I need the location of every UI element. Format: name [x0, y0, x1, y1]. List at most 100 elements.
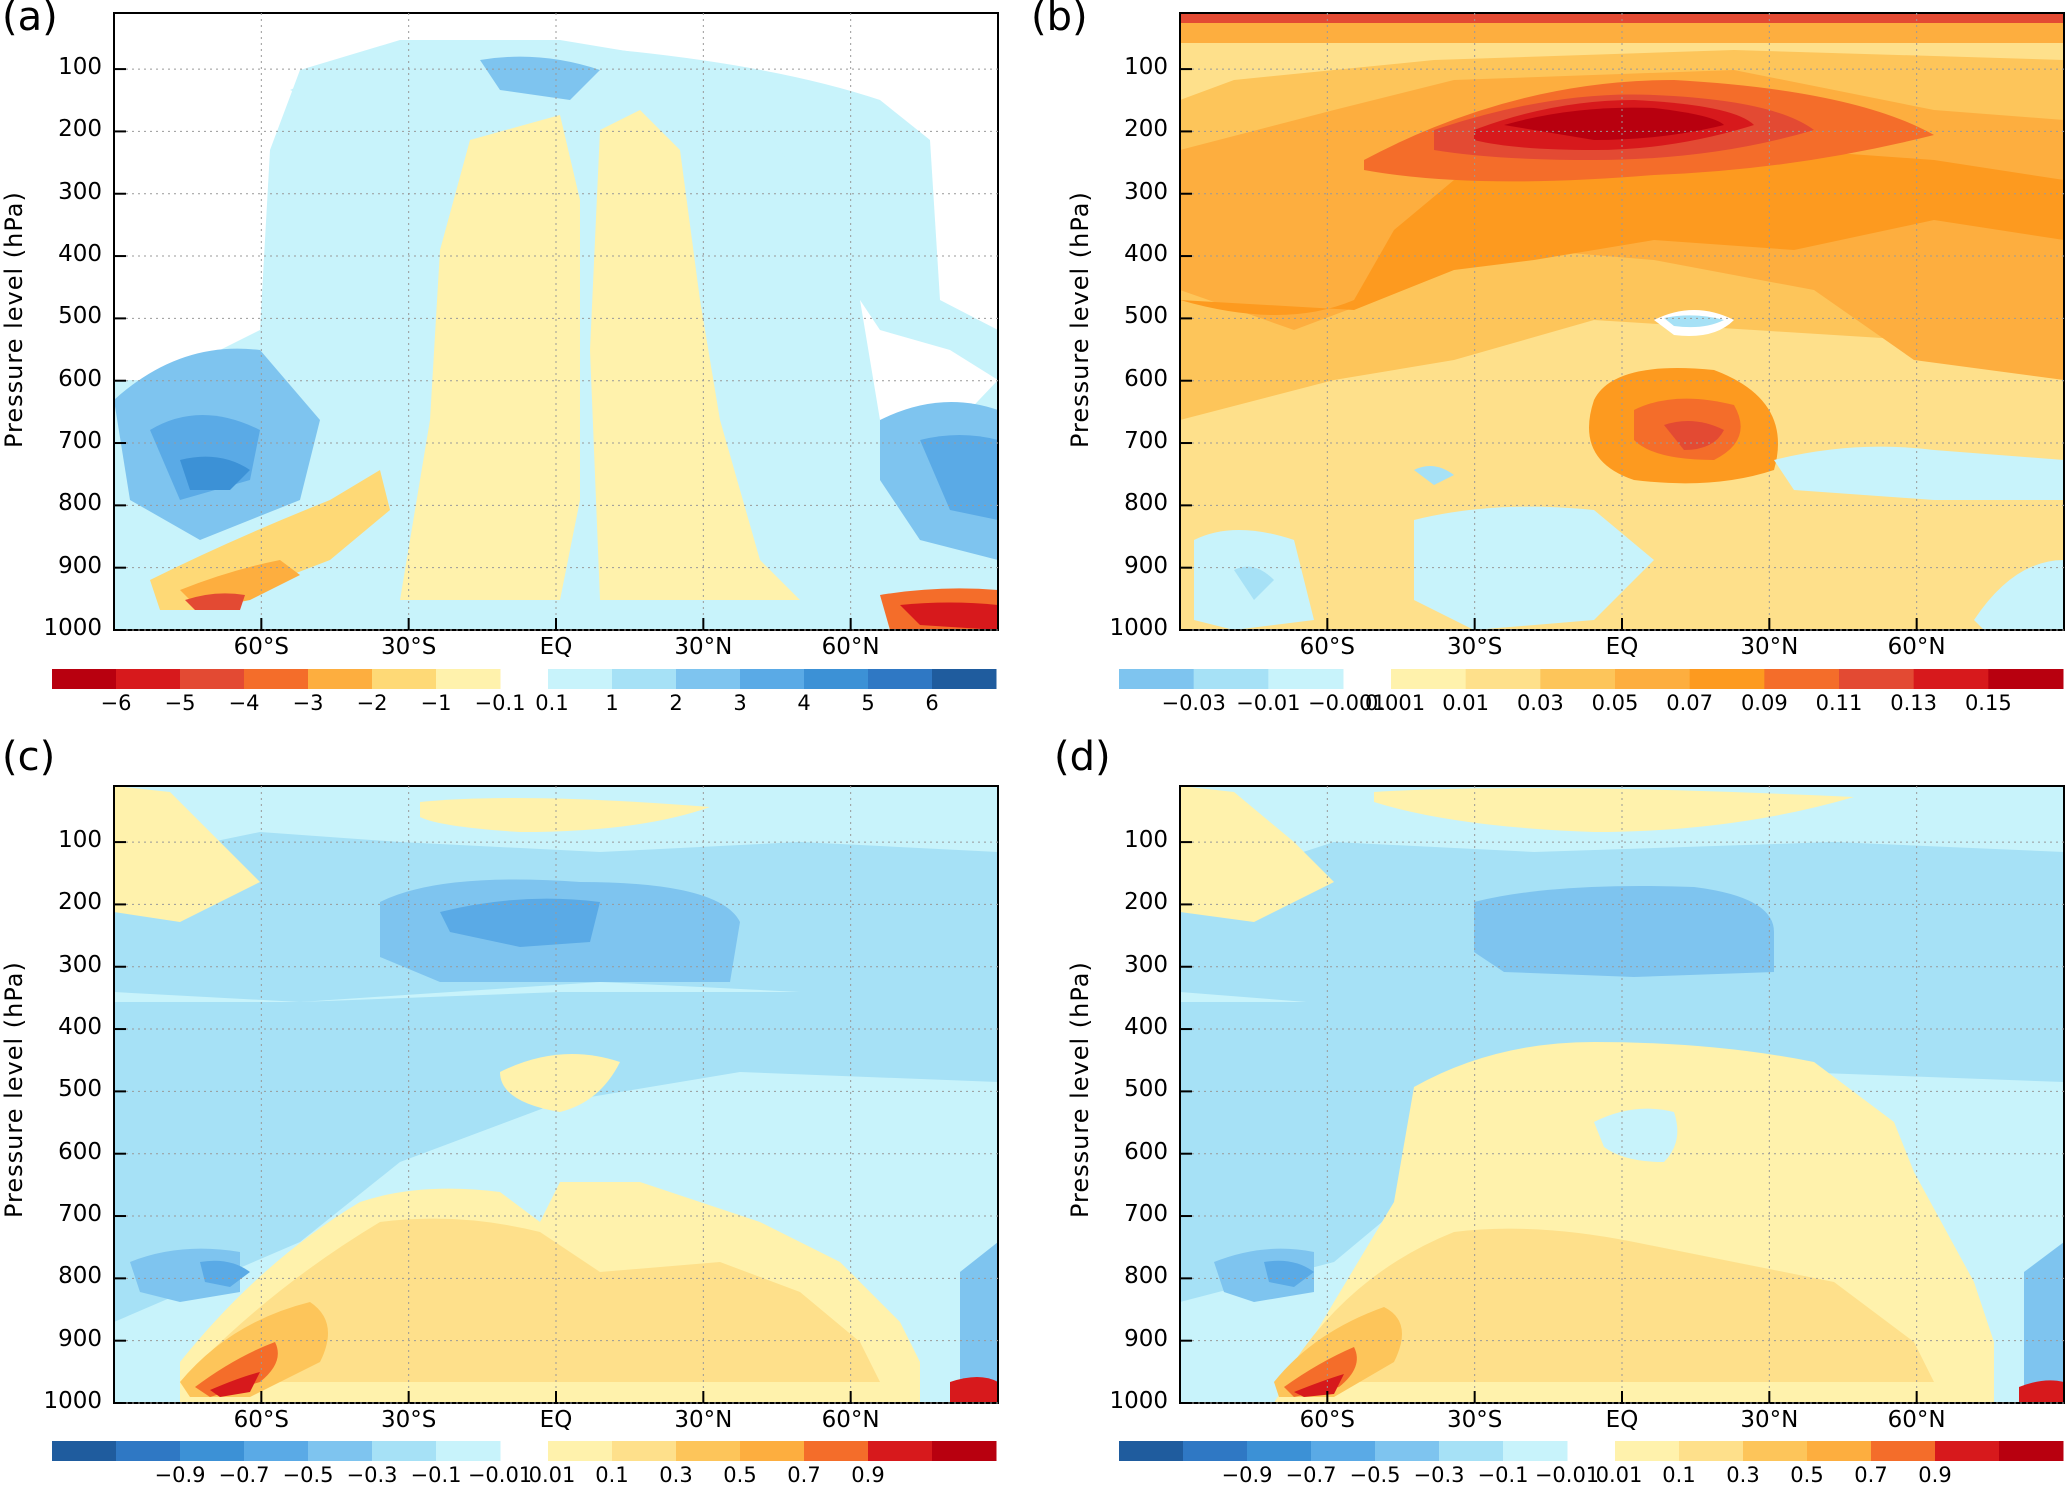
colorbar-label: 0.9	[1918, 1463, 1952, 1487]
colorbar-swatch	[1839, 669, 1915, 689]
colorbar-label: 4	[797, 691, 811, 715]
colorbar-swatch	[1615, 669, 1691, 689]
colorbar-swatch	[244, 1441, 309, 1461]
colorbar-label: 3	[733, 691, 747, 715]
y-tick-label: 500	[1124, 1076, 1168, 1103]
colorbar-swatch	[1503, 1441, 1568, 1461]
colorbar-swatch	[180, 1441, 245, 1461]
contour-plot	[52, 785, 999, 1461]
colorbar-swatch	[1679, 1441, 1744, 1461]
colorbar-label: 0.07	[1666, 691, 1714, 715]
colorbar-swatch	[1689, 669, 1765, 689]
colorbar-swatch	[804, 669, 869, 689]
colorbar-label: −1	[420, 691, 452, 715]
colorbar-label: −0.7	[218, 1463, 270, 1487]
y-tick-label: 600	[1124, 365, 1168, 392]
panel-a: (a) Pressure level (hPa) 100 200 300 400 500…	[0, 0, 1033, 741]
colorbar-swatch	[372, 669, 437, 689]
x-tick-label: 60°N	[821, 1407, 880, 1433]
colorbar-swatch	[436, 1441, 501, 1461]
y-tick-label: 400	[1124, 1014, 1168, 1041]
x-tick-label: 30°S	[380, 634, 437, 660]
colorbar-label: 0.01	[1442, 691, 1490, 715]
colorbar-label: −0.03	[1161, 691, 1226, 715]
colorbar-swatch	[548, 1441, 613, 1461]
colorbar-swatch	[1375, 1441, 1440, 1461]
panel-d: (d) Pressure level (hPa) 100 200 300 400 500…	[1034, 734, 2067, 1487]
colorbar-label: −0.5	[282, 1463, 334, 1487]
y-tick-label: 400	[1124, 241, 1168, 268]
contour-plot	[1119, 12, 2065, 689]
colorbar-label: 2	[669, 691, 683, 715]
colorbar-label: −6	[100, 691, 132, 715]
colorbar-label: −0.1	[410, 1463, 462, 1487]
y-tick-label: 1000	[43, 615, 102, 641]
colorbar-swatch	[1311, 1441, 1376, 1461]
grid	[1180, 13, 2064, 631]
colorbar-swatch	[116, 669, 181, 689]
x-tick-label: 60°N	[1887, 1407, 1946, 1433]
colorbar-label: −3	[292, 691, 324, 715]
colorbar-swatch	[1119, 669, 1195, 689]
colorbar-swatch	[372, 1441, 437, 1461]
y-tick-label: 1000	[43, 1388, 102, 1414]
colorbar-swatch	[612, 1441, 677, 1461]
colorbar-label: −0.3	[1413, 1463, 1465, 1487]
colorbar-swatch	[436, 669, 501, 689]
colorbar-label: −2	[356, 691, 388, 715]
colorbar-swatch	[740, 1441, 805, 1461]
colorbar-label: 0.7	[1854, 1463, 1888, 1487]
colorbar-label: 0.7	[787, 1463, 821, 1487]
colorbar	[1119, 669, 2064, 689]
colorbar-label: −0.1	[1477, 1463, 1529, 1487]
colorbar-label: 1	[605, 691, 619, 715]
colorbar-swatch	[1988, 669, 2064, 689]
x-tick-label: 30°N	[674, 1407, 733, 1433]
y-tick-label: 700	[1124, 1201, 1168, 1228]
colorbar-swatch	[1391, 669, 1467, 689]
colorbar-swatch	[1935, 1441, 2000, 1461]
colorbar-swatch	[116, 1441, 181, 1461]
y-tick-label: 500	[58, 303, 102, 330]
y-tick-label: 300	[58, 951, 102, 978]
colorbar-label: −0.5	[1349, 1463, 1401, 1487]
x-tick-label: 30°N	[674, 634, 733, 660]
colorbar-swatch	[1999, 1441, 2064, 1461]
colorbar-swatch	[804, 1441, 869, 1461]
x-tick-label: 30°N	[1740, 1407, 1799, 1433]
y-tick-label: 600	[58, 365, 102, 392]
x-tick-label: 60°S	[1299, 634, 1356, 660]
panel-label: (d)	[1054, 734, 1111, 780]
contour-plot	[1119, 785, 2065, 1461]
colorbar-swatch	[676, 669, 741, 689]
y-tick-label: 100	[58, 827, 102, 854]
colorbar-label: −4	[228, 691, 260, 715]
panel-b: (b) Pressure level (hPa)	[1031, 0, 2067, 741]
panel-label: (b)	[1031, 0, 1088, 40]
colorbar-label: 0.5	[723, 1463, 757, 1487]
colorbar-label: 0.1	[595, 1463, 629, 1487]
y-tick-label: 900	[58, 552, 102, 579]
colorbar-swatch	[308, 669, 373, 689]
colorbar-label: 0.05	[1591, 691, 1639, 715]
colorbar-label: 0.5	[1790, 1463, 1824, 1487]
colorbar-swatch	[1913, 669, 1989, 689]
y-tick-label: 1000	[1109, 615, 1168, 641]
y-tick-label: 900	[58, 1325, 102, 1352]
y-tick-label: 700	[58, 428, 102, 455]
y-tick-label: 500	[1124, 303, 1168, 330]
colorbar-label: −5	[164, 691, 196, 715]
colorbar	[1119, 1441, 2064, 1461]
colorbar-swatch	[308, 1441, 373, 1461]
y-tick-label: 900	[1124, 552, 1168, 579]
colorbar-label: 0.03	[1516, 691, 1564, 715]
colorbar-swatch	[1439, 1441, 1504, 1461]
grid	[114, 13, 998, 631]
x-tick-label: EQ	[1605, 1407, 1639, 1433]
y-tick-label: 200	[1124, 116, 1168, 143]
colorbar-swatch	[1193, 669, 1269, 689]
y-tick-label: 800	[1124, 490, 1168, 517]
colorbar-swatch	[1268, 669, 1344, 689]
colorbar-label: 0.1	[535, 691, 569, 715]
grid	[114, 786, 998, 1404]
